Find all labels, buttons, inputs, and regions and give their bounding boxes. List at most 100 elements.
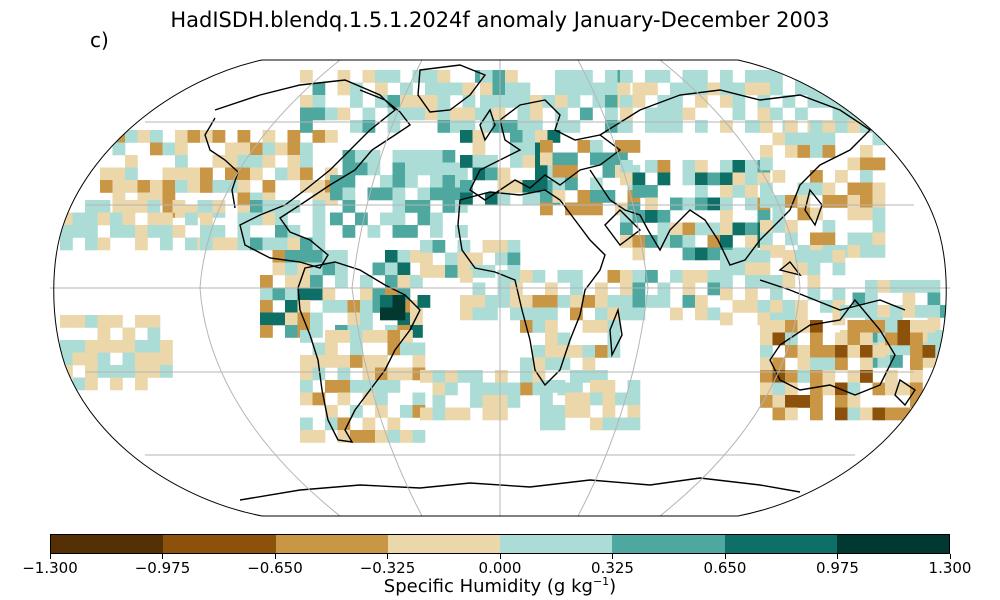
anomaly-cell: [375, 380, 388, 393]
anomaly-cell: [760, 332, 773, 346]
anomaly-cell: [782, 300, 796, 313]
anomaly-cell: [877, 355, 891, 368]
anomaly-cell: [522, 180, 536, 193]
anomaly-cell: [822, 120, 836, 133]
anomaly-cell: [822, 232, 836, 246]
anomaly-cell: [300, 355, 313, 368]
anomaly-cell: [745, 82, 758, 96]
anomaly-cell: [732, 107, 746, 121]
anomaly-cell: [325, 380, 338, 393]
anomaly-cell: [425, 82, 438, 96]
anomaly-cell: [410, 275, 423, 288]
anomaly-cell: [497, 295, 511, 308]
anomaly-cell: [312, 82, 326, 96]
anomaly-cell: [100, 167, 113, 181]
anomaly-cell: [337, 355, 351, 368]
anomaly-cell: [632, 172, 646, 186]
anomaly-cell: [835, 195, 848, 208]
anomaly-cell: [470, 252, 483, 266]
anomaly-cell: [492, 82, 506, 96]
anomaly-cell: [645, 210, 658, 223]
anomaly-cell: [877, 305, 891, 318]
anomaly-cell: [707, 172, 721, 186]
anomaly-cell: [200, 212, 213, 226]
anomaly-cell: [260, 300, 273, 313]
anomaly-cell: [745, 172, 758, 186]
anomaly-cell: [522, 192, 536, 206]
anomaly-cell: [732, 300, 746, 313]
anomaly-cell: [542, 95, 556, 108]
anomaly-cell: [362, 120, 376, 133]
anomaly-cell: [212, 200, 226, 213]
anomaly-cell: [360, 287, 373, 301]
anomaly-cell: [595, 345, 608, 358]
anomaly-cell: [97, 212, 111, 226]
anomaly-cell: [272, 287, 286, 301]
anomaly-cell: [250, 237, 263, 251]
anomaly-cell: [645, 107, 658, 121]
anomaly-cell: [872, 157, 886, 171]
anomaly-cell: [865, 305, 878, 318]
anomaly-cell: [627, 405, 641, 418]
anomaly-cell: [760, 120, 773, 133]
anomaly-cell: [847, 120, 861, 133]
anomaly-cell: [552, 405, 566, 418]
anomaly-cell: [770, 107, 783, 121]
anomaly-cell: [835, 170, 848, 183]
anomaly-cell: [872, 382, 886, 396]
anomaly-cell: [362, 417, 376, 431]
anomaly-cell: [745, 275, 758, 288]
anomaly-cell: [770, 70, 783, 83]
anomaly-cell: [260, 275, 273, 288]
anomaly-cell: [545, 345, 558, 358]
anomaly-cell: [187, 167, 201, 181]
anomaly-cell: [732, 82, 746, 96]
anomaly-cell: [350, 342, 363, 356]
anomaly-cell: [287, 142, 301, 156]
anomaly-cell: [312, 107, 326, 121]
anomaly-cell: [607, 270, 621, 283]
anomaly-cell: [682, 107, 696, 121]
anomaly-cell: [872, 407, 886, 421]
anomaly-cell: [885, 407, 898, 421]
anomaly-cell: [570, 382, 583, 396]
anomaly-cell: [595, 370, 608, 383]
anomaly-cell: [720, 275, 733, 288]
anomaly-cell: [310, 250, 323, 263]
anomaly-cell: [160, 365, 173, 378]
anomaly-cell: [137, 180, 151, 193]
anomaly-cell: [552, 152, 566, 166]
anomaly-cell: [520, 370, 533, 383]
anomaly-cell: [732, 172, 746, 186]
anomaly-cell: [397, 262, 411, 276]
colorbar-tick-label: −1.300: [22, 559, 78, 577]
anomaly-cell: [540, 190, 553, 203]
anomaly-cell: [122, 340, 136, 353]
anomaly-cell: [337, 330, 351, 343]
anomaly-cell: [860, 357, 873, 371]
anomaly-cell: [885, 382, 898, 396]
anomaly-cell: [720, 235, 733, 248]
anomaly-cell: [200, 130, 213, 143]
anomaly-cell: [632, 185, 646, 198]
anomaly-cell: [325, 417, 338, 431]
anomaly-cell: [532, 307, 546, 321]
anomaly-cell: [392, 212, 406, 226]
anomaly-cell: [330, 187, 343, 201]
anomaly-cell: [60, 212, 73, 226]
anomaly-cell: [847, 395, 861, 408]
anomaly-cell: [300, 70, 313, 83]
anomaly-cell: [135, 200, 148, 213]
anomaly-cell: [97, 200, 111, 213]
anomaly-cell: [532, 357, 546, 371]
colorbar-tick-label: 1.300: [928, 559, 972, 577]
anomaly-cell: [495, 395, 508, 408]
anomaly-cell: [927, 280, 941, 293]
anomaly-cell: [645, 295, 658, 308]
anomaly-cell: [927, 292, 941, 306]
anomaly-cell: [495, 240, 508, 253]
panel-label: c): [90, 28, 109, 52]
colorbar-tick-label: 0.000: [478, 559, 522, 577]
anomaly-cell: [237, 192, 251, 206]
anomaly-cell: [300, 237, 313, 251]
